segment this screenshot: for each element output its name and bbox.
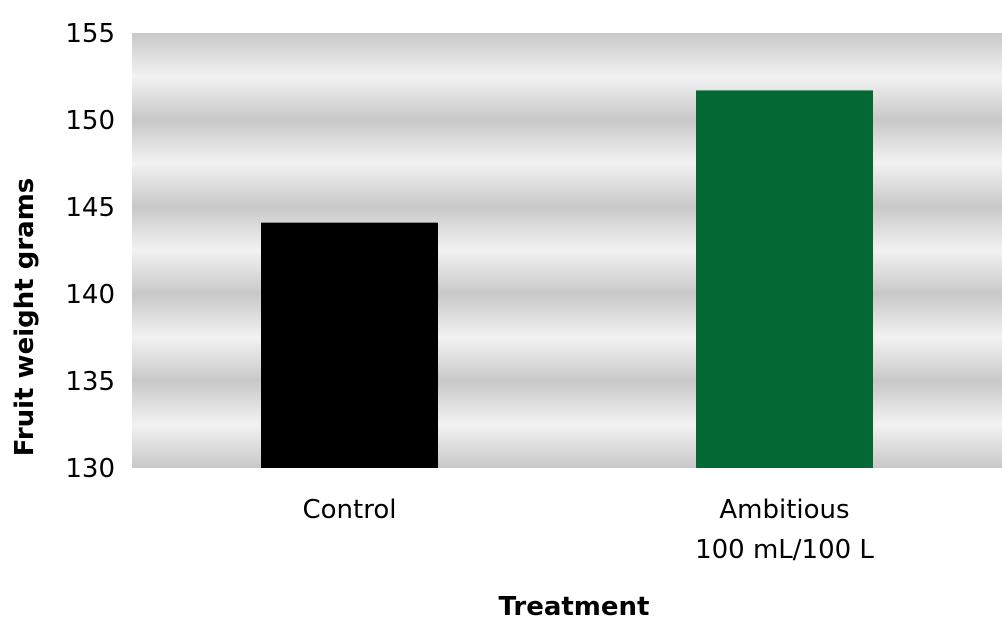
y-tick-label: 140 (65, 280, 115, 310)
y-tick-label: 130 (65, 454, 115, 484)
bar-1 (696, 90, 873, 469)
y-tick-label: 145 (65, 193, 115, 223)
bars (261, 90, 873, 469)
bar-0 (261, 222, 438, 468)
y-axis-ticks: 130 135 140 145 150 155 (65, 19, 115, 484)
y-axis-title: Fruit weight grams (10, 178, 40, 457)
x-axis-categories: Control Ambitious 100 mL/100 L (303, 495, 875, 565)
x-category-label: Control (303, 495, 397, 525)
y-tick-label: 155 (65, 19, 115, 49)
x-category-label: Ambitious (719, 495, 849, 525)
x-category-label: 100 mL/100 L (695, 535, 874, 565)
x-axis-title: Treatment (499, 592, 650, 621)
y-tick-label: 135 (65, 367, 115, 397)
y-tick-label: 150 (65, 106, 115, 136)
